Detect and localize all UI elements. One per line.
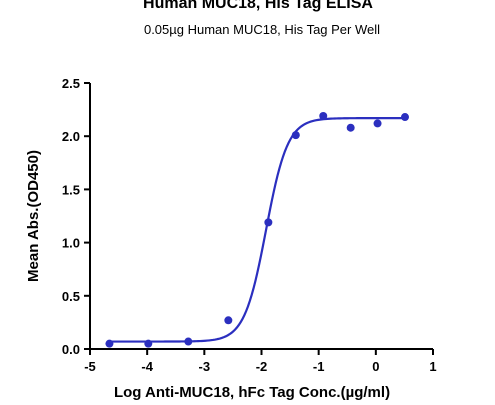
data-point	[400, 113, 409, 122]
chart-subtitle: 0.05µg Human MUC18, His Tag Per Well	[144, 22, 380, 37]
data-point	[184, 337, 193, 346]
y-axis-label: Mean Abs.(OD450)	[25, 150, 42, 282]
x-tick-label: -5	[84, 359, 96, 374]
y-tick-label: 0.0	[62, 342, 80, 357]
x-tick-label: -3	[199, 359, 211, 374]
y-tick-label: 2.5	[62, 76, 80, 91]
data-point	[264, 218, 273, 227]
fit-curve	[109, 117, 405, 343]
data-point	[224, 316, 233, 325]
data-point	[144, 339, 153, 348]
x-axis-label: Log Anti-MUC18, hFc Tag Conc.(µg/ml)	[114, 384, 390, 400]
x-tick-label: -4	[141, 359, 153, 374]
data-point	[373, 119, 382, 128]
data-points	[105, 111, 409, 348]
axes	[84, 82, 434, 355]
data-point	[319, 111, 328, 120]
y-tick-label: 0.5	[62, 289, 80, 304]
data-point	[346, 123, 355, 132]
tick-labels: 0.0 0.5 1.0 1.5 2.0 2.5 -5 -4 -3 -2 -1 0 1	[62, 76, 437, 374]
x-tick-label: 1	[429, 359, 436, 374]
y-tick-label: 1.5	[62, 182, 80, 197]
chart-title: Human MUC18, His Tag ELISA	[143, 0, 373, 12]
y-tick-label: 2.0	[62, 129, 80, 144]
x-tick-label: 0	[372, 359, 379, 374]
y-tick-label: 1.0	[62, 236, 80, 251]
x-tick-label: -1	[313, 359, 325, 374]
fit-curve-line	[109, 117, 405, 343]
data-point	[291, 131, 300, 140]
x-tick-label: -2	[256, 359, 268, 374]
data-point	[105, 339, 114, 348]
